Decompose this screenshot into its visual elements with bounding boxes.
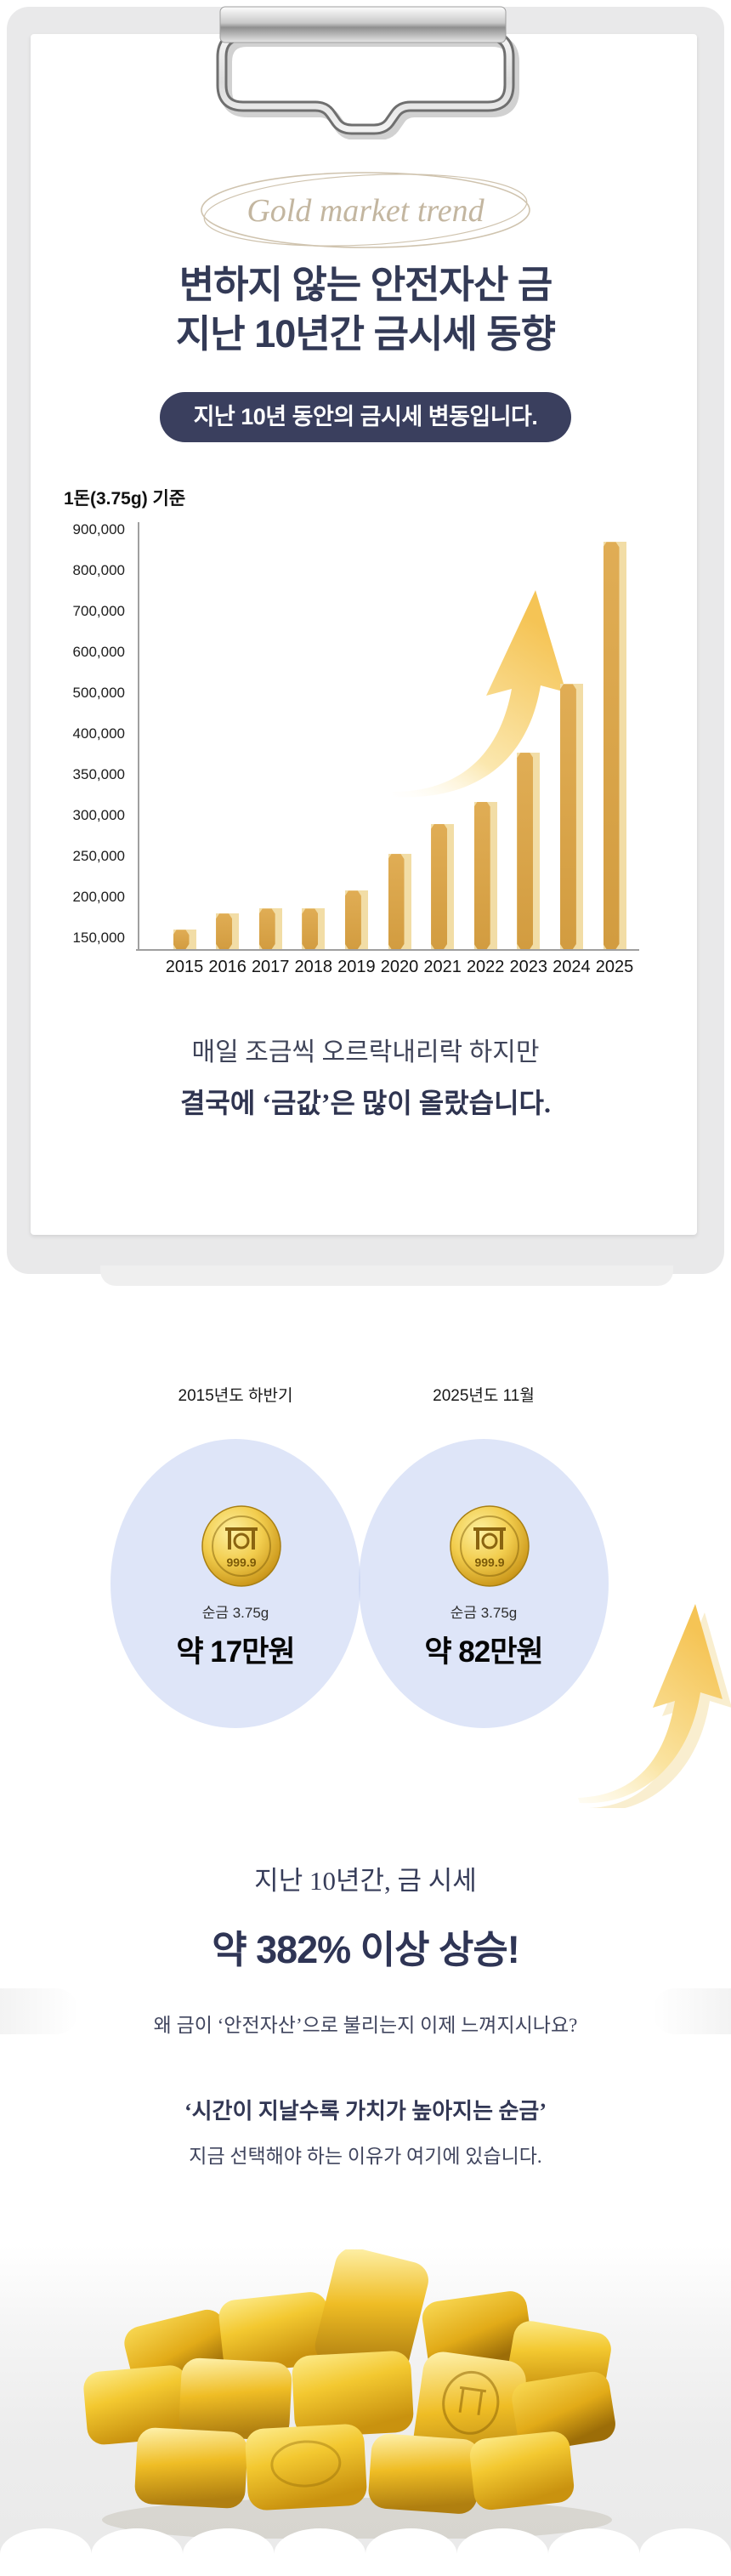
title-line-1: 변하지 않는 안전자산 금 [178, 263, 553, 306]
y-tick-label: 900,000 [72, 521, 125, 537]
bar-2015 [173, 930, 196, 949]
bar-face [388, 854, 405, 949]
y-tick-label: 250,000 [72, 848, 125, 864]
gold-coin-icon-2015: 999.9 [201, 1505, 281, 1587]
closing-line-2: ‘시간이 지날수록 가치가 높아지는 순금’ [184, 2099, 547, 2124]
y-tick-label: 350,000 [72, 766, 125, 782]
bar-face [604, 542, 620, 949]
y-tick-label: 800,000 [72, 562, 125, 578]
bar-face [173, 930, 190, 949]
coin-mark-2025: 999.9 [474, 1555, 504, 1569]
bar-2021 [431, 823, 455, 949]
chart-caption-line-1: 매일 조금씩 오르락내리락 하지만 [191, 1038, 540, 1066]
title-line-2: 지난 10년간 금시세 동향 [175, 312, 556, 355]
bar-face [345, 890, 361, 949]
y-tick-label: 500,000 [72, 685, 125, 701]
x-axis-label: 2018 [294, 958, 333, 976]
period-label-2015: 2015년도 하반기 [178, 1387, 293, 1405]
closing-line-1: 왜 금이 ‘안전자산’으로 불리는지 이제 느껴지시나요? [153, 2015, 578, 2036]
gold-coin-icon-2025: 999.9 [450, 1505, 530, 1587]
coin-mark-2015: 999.9 [226, 1555, 256, 1569]
y-tick-label: 200,000 [72, 889, 125, 905]
bar-face [216, 913, 232, 949]
x-axis-label: 2023 [509, 958, 548, 976]
price-2015: 약 17만원 [176, 1635, 295, 1669]
weight-label-2015: 순금 3.75g [201, 1605, 269, 1621]
left-edge-highlight [0, 1988, 78, 2034]
summary-line-2: 약 382% 이상 상승! [212, 1928, 520, 1971]
y-tick-label: 150,000 [72, 930, 125, 946]
bar-face [259, 908, 275, 949]
bar-2022 [473, 801, 497, 949]
summary-line-1: 지난 10년간, 금 시세 [254, 1866, 477, 1896]
x-axis-label: 2017 [251, 958, 290, 976]
rising-arrow-icon [393, 590, 566, 798]
bar-2023 [517, 753, 541, 949]
chart-unit-label: 1돈(3.75g) 기준 [64, 489, 186, 509]
chart-caption-line-2: 결국에 ‘금값’은 많이 올랐습니다. [179, 1088, 552, 1118]
x-axis-label: 2022 [466, 958, 505, 976]
period-label-2025: 2025년도 11월 [433, 1387, 535, 1405]
logo-text: Gold market trend [246, 193, 484, 229]
closing-line-3: 지금 선택해야 하는 이유가 여기에 있습니다. [189, 2146, 542, 2167]
bar-face [431, 824, 447, 949]
bar-2020 [388, 854, 411, 949]
weight-label-2025: 순금 3.75g [450, 1605, 518, 1621]
bar-2017 [258, 908, 282, 949]
x-axis-label: 2019 [337, 958, 376, 976]
bar-face [474, 802, 490, 949]
bar-2019 [344, 890, 368, 949]
y-tick-label: 400,000 [72, 725, 125, 742]
clipboard-clip-icon [216, 6, 519, 139]
x-axis-label: 2016 [208, 958, 246, 976]
gold-market-trend-logo: Gold market trend [201, 172, 530, 248]
x-axis-label: 2025 [595, 958, 634, 976]
x-axis-line [136, 949, 639, 951]
scalloped-wave-edge [0, 2528, 731, 2576]
page-title: 변하지 않는 안전자산 금 지난 10년간 금시세 동향 [0, 260, 731, 359]
bar-2025 [603, 542, 626, 949]
gold-price-bar-chart: 1돈(3.75g) 기준 900,000 800,000 700,000 600,00… [64, 483, 667, 993]
bar-2018 [302, 908, 326, 949]
clipboard-paper [31, 34, 697, 1235]
bar-2024 [559, 684, 583, 949]
x-axis-label: 2015 [165, 958, 204, 976]
price-2025: 약 82만원 [424, 1635, 543, 1669]
bar-face [560, 684, 576, 949]
gold-nuggets-illustration [83, 2249, 615, 2539]
x-axis-label: 2020 [380, 958, 419, 976]
y-tick-label: 700,000 [72, 603, 125, 619]
y-tick-label: 600,000 [72, 644, 125, 660]
bar-face [517, 753, 533, 949]
x-axis-label: 2021 [423, 958, 462, 976]
bar-2016 [216, 913, 240, 949]
gold-nuggets-photo [0, 2245, 731, 2576]
subtitle-badge: 지난 10년 동안의 금시세 변동입니다. [159, 392, 572, 442]
y-tick-label: 300,000 [72, 807, 125, 823]
bar-face [302, 908, 318, 949]
right-edge-highlight [653, 1988, 731, 2034]
x-axis-label: 2024 [552, 958, 591, 976]
y-axis-line [138, 522, 139, 950]
comparison-rising-arrow-icon [578, 1604, 731, 1808]
